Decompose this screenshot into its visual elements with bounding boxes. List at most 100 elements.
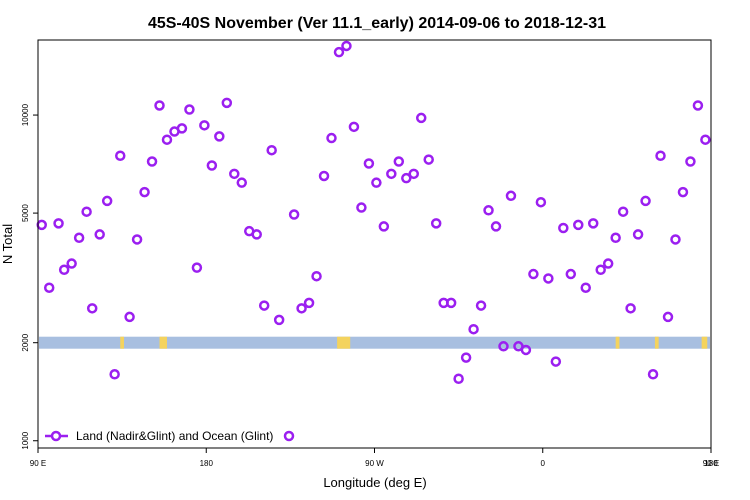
data-point bbox=[670, 234, 681, 245]
data-point bbox=[587, 218, 599, 229]
data-point bbox=[415, 112, 427, 124]
data-point bbox=[161, 134, 173, 145]
data-point bbox=[535, 196, 547, 208]
data-point bbox=[677, 186, 689, 198]
data-point bbox=[543, 273, 554, 284]
legend-end-marker bbox=[283, 430, 295, 442]
data-point bbox=[43, 282, 55, 293]
x-tick-label: 90 W bbox=[365, 459, 384, 468]
data-point bbox=[692, 100, 704, 111]
data-point bbox=[386, 168, 397, 180]
data-point bbox=[86, 303, 98, 314]
glint-highlight bbox=[615, 336, 620, 349]
data-point bbox=[236, 177, 248, 188]
data-point bbox=[303, 297, 315, 309]
data-point bbox=[115, 150, 126, 161]
data-point bbox=[53, 218, 64, 229]
x-axis-label: Longitude (deg E) bbox=[323, 475, 426, 490]
data-point bbox=[662, 311, 674, 323]
data-point bbox=[408, 168, 420, 180]
data-point bbox=[483, 205, 494, 216]
data-point bbox=[371, 177, 382, 188]
data-point bbox=[266, 144, 277, 156]
data-point bbox=[490, 221, 502, 232]
data-point bbox=[154, 100, 165, 111]
ocean-band bbox=[39, 336, 710, 349]
data-point bbox=[139, 186, 150, 198]
data-point bbox=[423, 154, 434, 165]
data-point bbox=[655, 150, 666, 161]
data-point bbox=[356, 202, 367, 213]
data-point bbox=[528, 268, 539, 280]
legend: Land (Nadir&Glint) and Ocean (Glint) bbox=[45, 429, 295, 443]
legend-marker bbox=[50, 430, 62, 442]
glint-highlight bbox=[337, 336, 351, 349]
glint-highlight bbox=[159, 336, 167, 349]
data-point bbox=[610, 232, 621, 244]
x-tick-label: 180 bbox=[704, 459, 718, 468]
x-tick-label: 180 bbox=[200, 459, 214, 468]
y-tick-label: 2000 bbox=[21, 333, 30, 351]
data-point bbox=[58, 264, 70, 275]
data-point bbox=[251, 229, 262, 240]
data-point bbox=[558, 222, 569, 234]
data-point bbox=[595, 264, 606, 275]
data-point bbox=[81, 206, 92, 217]
data-point bbox=[199, 120, 210, 131]
data-point bbox=[101, 195, 113, 207]
data-point bbox=[647, 369, 659, 380]
y-tick-label: 10000 bbox=[21, 103, 30, 126]
data-point bbox=[468, 323, 479, 335]
data-point bbox=[288, 209, 300, 220]
data-point bbox=[685, 156, 696, 167]
glint-highlights bbox=[120, 336, 708, 349]
data-point bbox=[550, 356, 562, 367]
y-tick-label: 1000 bbox=[21, 431, 30, 449]
data-point bbox=[520, 344, 532, 356]
data-point bbox=[498, 341, 509, 352]
data-point bbox=[393, 156, 405, 167]
data-point bbox=[341, 40, 352, 52]
y-axis: 1000 2000 5000 10000 bbox=[21, 103, 38, 450]
data-point bbox=[176, 123, 188, 134]
data-point bbox=[640, 195, 651, 207]
data-point bbox=[273, 314, 285, 326]
data-point bbox=[401, 172, 412, 184]
x-tick-label: 0 bbox=[541, 459, 546, 468]
data-point bbox=[453, 373, 464, 385]
y-tick-label: 5000 bbox=[21, 204, 30, 222]
data-point bbox=[221, 97, 233, 109]
data-point bbox=[146, 156, 158, 167]
data-point bbox=[602, 258, 614, 269]
data-point bbox=[580, 282, 591, 293]
data-point bbox=[326, 132, 337, 144]
data-point bbox=[445, 297, 457, 309]
glint-highlight bbox=[701, 336, 708, 349]
data-point bbox=[565, 268, 577, 280]
glint-highlight bbox=[654, 336, 659, 349]
data-point bbox=[430, 218, 442, 229]
data-point bbox=[378, 221, 390, 232]
glint-highlight bbox=[120, 336, 124, 349]
data-point bbox=[348, 121, 360, 133]
data-point bbox=[625, 303, 636, 314]
data-point bbox=[206, 160, 218, 171]
data-point bbox=[333, 46, 345, 58]
data-point bbox=[573, 219, 584, 231]
data-point bbox=[229, 168, 240, 180]
band-rect bbox=[39, 336, 710, 349]
data-point bbox=[700, 134, 711, 145]
data-point bbox=[318, 170, 330, 182]
data-point bbox=[184, 104, 195, 115]
x-tick-label: 90 E bbox=[703, 459, 719, 468]
data-point bbox=[460, 352, 472, 363]
data-point bbox=[124, 311, 135, 323]
data-point bbox=[311, 270, 322, 282]
data-point bbox=[191, 262, 203, 273]
data-point bbox=[94, 229, 105, 240]
data-point bbox=[296, 303, 307, 314]
y-axis-label: N Total bbox=[0, 224, 15, 264]
data-point bbox=[258, 300, 270, 311]
